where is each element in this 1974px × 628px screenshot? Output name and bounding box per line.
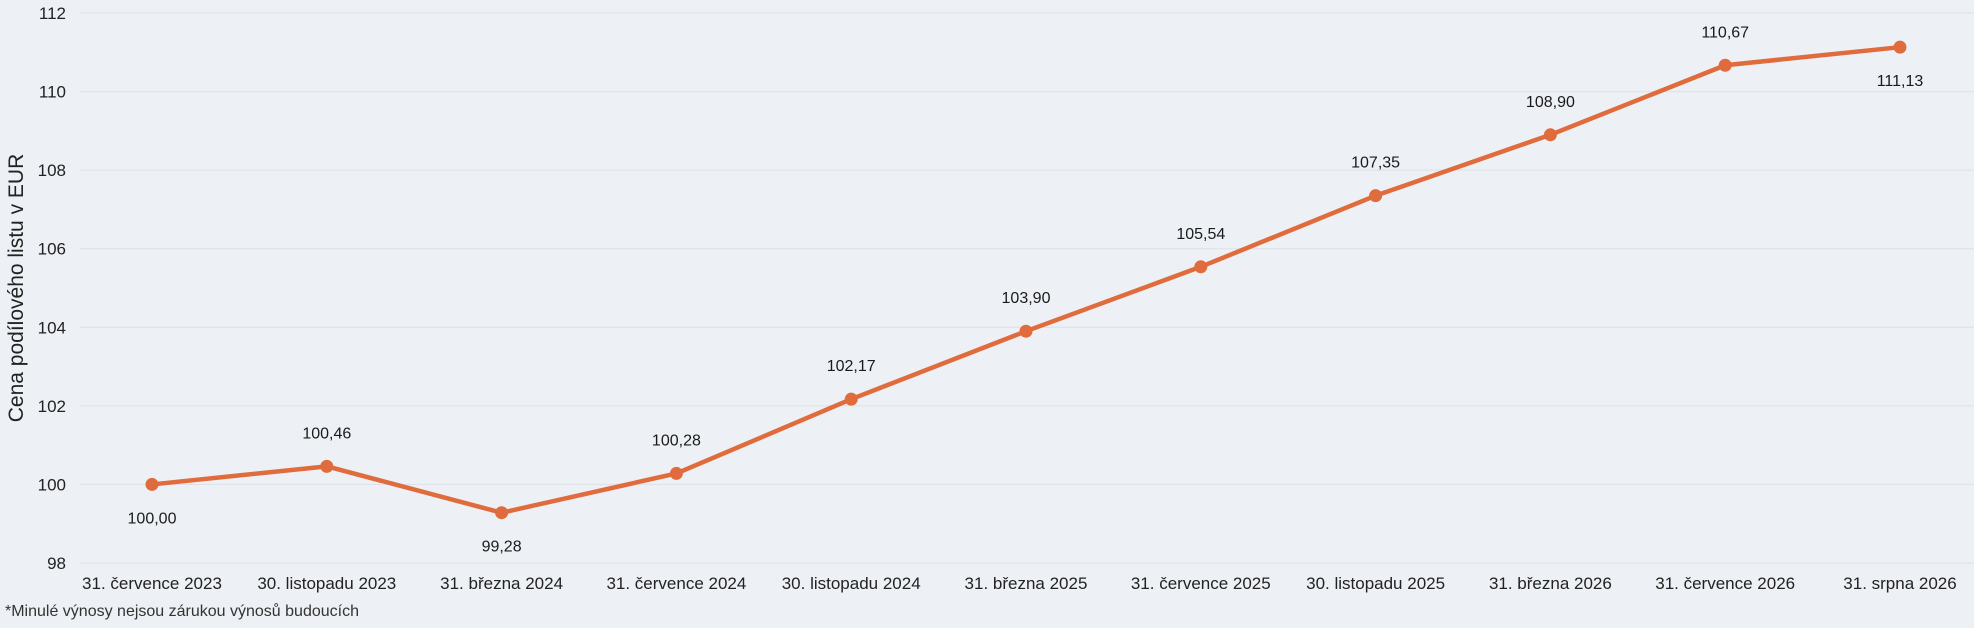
- data-label: 100,00: [128, 510, 177, 527]
- data-point: [1194, 260, 1208, 274]
- y-tick-label: 112: [39, 4, 66, 23]
- y-axis-title: Cena podílového listu v EUR: [5, 154, 28, 422]
- data-label: 100,46: [302, 425, 351, 442]
- series-line: [149, 44, 1903, 515]
- data-point: [145, 477, 159, 491]
- x-tick-label: 31. července 2025: [1131, 574, 1271, 593]
- data-point: [844, 392, 858, 406]
- data-point: [1893, 40, 1907, 54]
- line-chart: 98 100 102 104 106 108 110 112 31. července 2023…: [5, 4, 1974, 593]
- data-label: 102,17: [827, 358, 876, 375]
- x-tick-label: 31. března 2024: [440, 574, 563, 593]
- x-tick-label: 30. listopadu 2025: [1306, 574, 1445, 593]
- data-label: 110,67: [1701, 24, 1749, 41]
- x-tick-label: 31. července 2023: [82, 574, 222, 593]
- data-label: 105,54: [1176, 226, 1225, 243]
- data-label: 100,28: [652, 432, 701, 449]
- data-point: [320, 459, 334, 473]
- y-tick-label: 110: [39, 83, 66, 102]
- x-tick-label: 31. srpna 2026: [1843, 574, 1956, 593]
- data-label: 103,90: [1002, 290, 1051, 307]
- data-label: 108,90: [1526, 94, 1575, 111]
- data-label: 99,28: [482, 539, 522, 556]
- data-point: [669, 466, 683, 480]
- data-point: [495, 506, 509, 520]
- data-label: 111,13: [1877, 73, 1924, 90]
- data-point: [1718, 58, 1732, 72]
- x-tick-label: 31. března 2025: [965, 574, 1088, 593]
- x-tick-label: 31. července 2026: [1655, 574, 1795, 593]
- data-point: [1369, 189, 1383, 203]
- x-tick-label: 30. listopadu 2023: [257, 574, 396, 593]
- x-tick-label: 31. března 2026: [1489, 574, 1612, 593]
- y-tick-label: 102: [38, 397, 66, 416]
- y-tick-label: 108: [38, 161, 66, 180]
- y-tick-label: 106: [38, 240, 66, 259]
- y-tick-label: 104: [38, 318, 66, 337]
- y-tick-label: 98: [47, 554, 66, 573]
- footnote: *Minulé výnosy nejsou zárukou výnosů bud…: [5, 603, 359, 620]
- data-point: [1543, 128, 1557, 142]
- y-tick-label: 100: [38, 475, 66, 494]
- x-tick-label: 31. července 2024: [606, 574, 746, 593]
- x-tick-label: 30. listopadu 2024: [782, 574, 921, 593]
- data-label: 107,35: [1351, 155, 1400, 172]
- data-point: [1019, 324, 1033, 338]
